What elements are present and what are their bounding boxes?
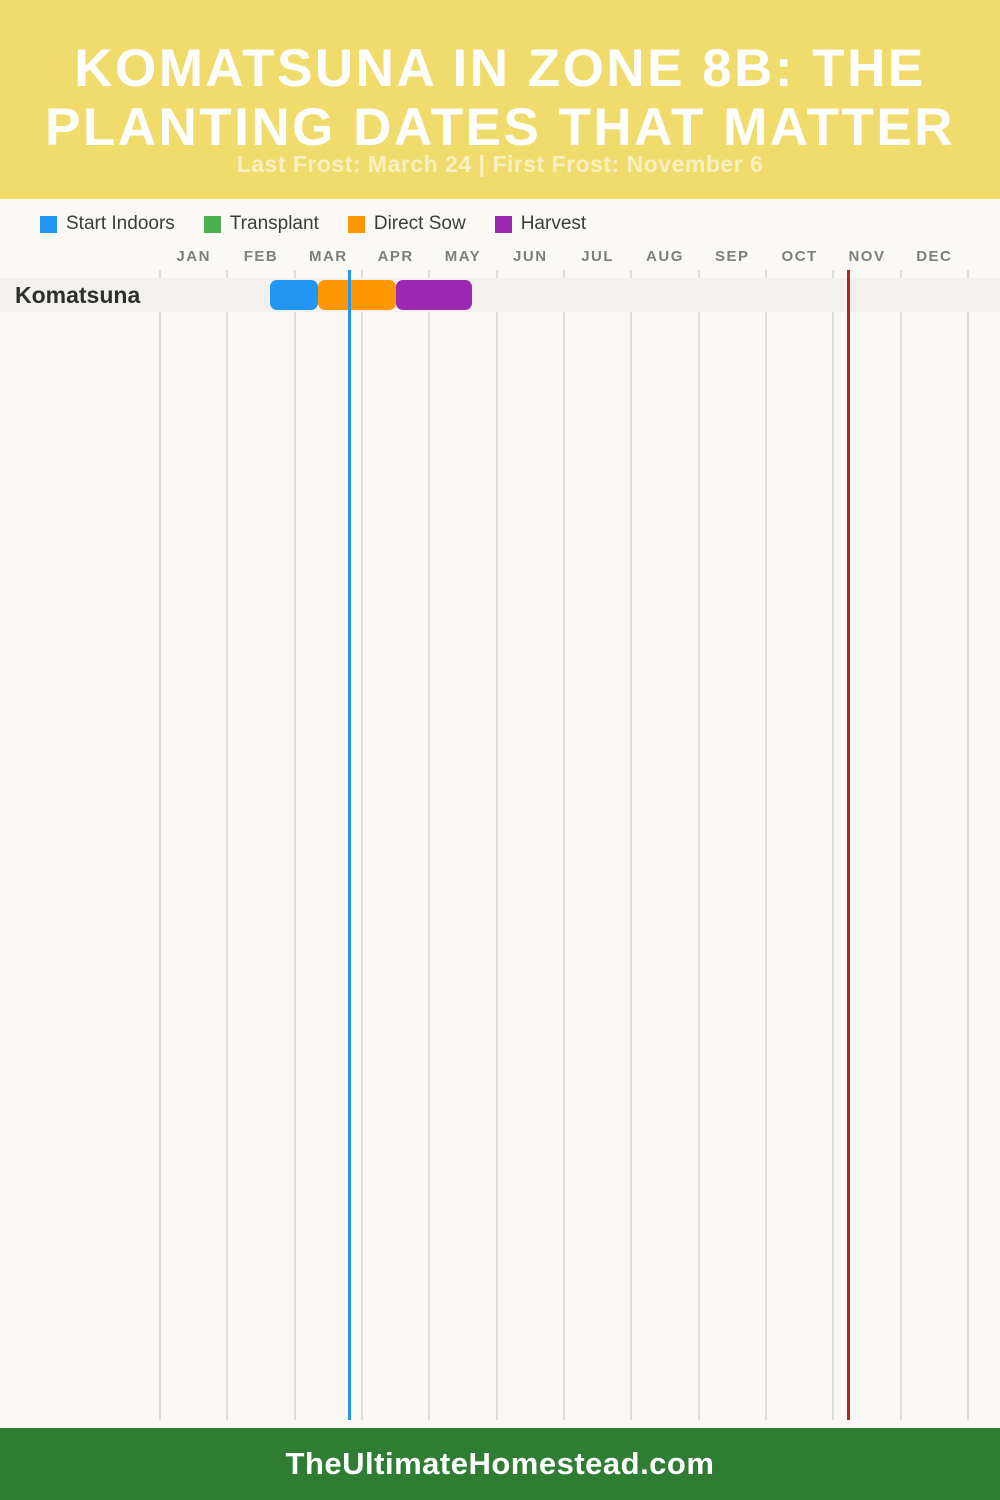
row-label-komatsuna: Komatsuna — [15, 281, 141, 308]
month-label-may: MAY — [444, 248, 482, 265]
month-labels-row: JAN FEB MAR APR MAY JUN JUL AUG SEP OCT NOV DEC — [160, 248, 968, 268]
month-gridline — [765, 270, 767, 1420]
month-label-dec: DEC — [916, 248, 953, 265]
header-banner: KOMATSUNA IN ZONE 8B: THE PLANTING DATES… — [0, 0, 1000, 199]
legend-label-start-indoors: Start Indoors — [66, 213, 175, 234]
website-link: TheUltimateHomestead.com — [285, 1446, 715, 1481]
page-title: KOMATSUNA IN ZONE 8B: THE PLANTING DATES… — [45, 39, 955, 158]
footer-banner: TheUltimateHomestead.com — [0, 1428, 1000, 1500]
month-label-feb: FEB — [243, 248, 279, 265]
month-label-aug: AUG — [646, 248, 684, 265]
month-gridline — [159, 270, 161, 1420]
legend-item-harvest: Harvest — [494, 213, 587, 235]
month-label-nov: NOV — [848, 248, 886, 265]
planting-calendar-chart: Komatsuna — [0, 270, 1000, 1420]
month-label-jul: JUL — [581, 248, 615, 265]
month-gridline — [899, 270, 902, 1420]
month-gridline — [361, 270, 363, 1420]
month-label-jun: JUN — [513, 248, 548, 265]
month-gridline — [630, 270, 633, 1420]
month-label-sep: SEP — [715, 248, 750, 265]
start-indoors-swatch-icon — [40, 215, 57, 233]
page-title-line1: KOMATSUNA IN ZONE 8B: THE — [74, 38, 926, 98]
legend-label-direct-sow: Direct Sow — [373, 213, 466, 234]
direct-sow-swatch-icon — [347, 215, 365, 233]
legend: Start Indoors Transplant Direct Sow Harvest — [40, 213, 586, 235]
bar-start-indoors — [270, 280, 319, 310]
page-title-line2: PLANTING DATES THAT MATTER — [45, 98, 955, 157]
row-band-komatsuna — [0, 278, 1000, 312]
legend-item-direct-sow: Direct Sow — [347, 213, 466, 235]
transplant-swatch-icon — [203, 215, 221, 233]
harvest-swatch-icon — [494, 215, 512, 233]
month-gridline — [697, 270, 700, 1420]
legend-item-transplant: Transplant — [203, 213, 319, 235]
last-frost-line — [348, 270, 352, 1420]
month-gridline — [563, 270, 565, 1420]
month-label-apr: APR — [377, 248, 414, 265]
frost-dates-subtitle: Last Frost: March 24 | First Frost: Nove… — [236, 151, 764, 178]
month-label-jan: JAN — [176, 248, 211, 265]
month-gridline — [832, 270, 835, 1420]
legend-label-harvest: Harvest — [520, 213, 587, 234]
month-gridline — [967, 270, 969, 1420]
month-gridline — [428, 270, 431, 1420]
month-gridline — [293, 270, 296, 1420]
month-label-oct: OCT — [781, 248, 818, 265]
bar-direct-sow — [318, 280, 396, 310]
month-gridline — [495, 270, 498, 1420]
bar-harvest — [395, 280, 472, 310]
month-gridline — [226, 270, 229, 1420]
legend-item-start-indoors: Start Indoors — [40, 213, 175, 235]
month-label-mar: MAR — [308, 248, 348, 265]
legend-label-transplant: Transplant — [229, 213, 319, 234]
first-frost-line — [847, 270, 851, 1420]
